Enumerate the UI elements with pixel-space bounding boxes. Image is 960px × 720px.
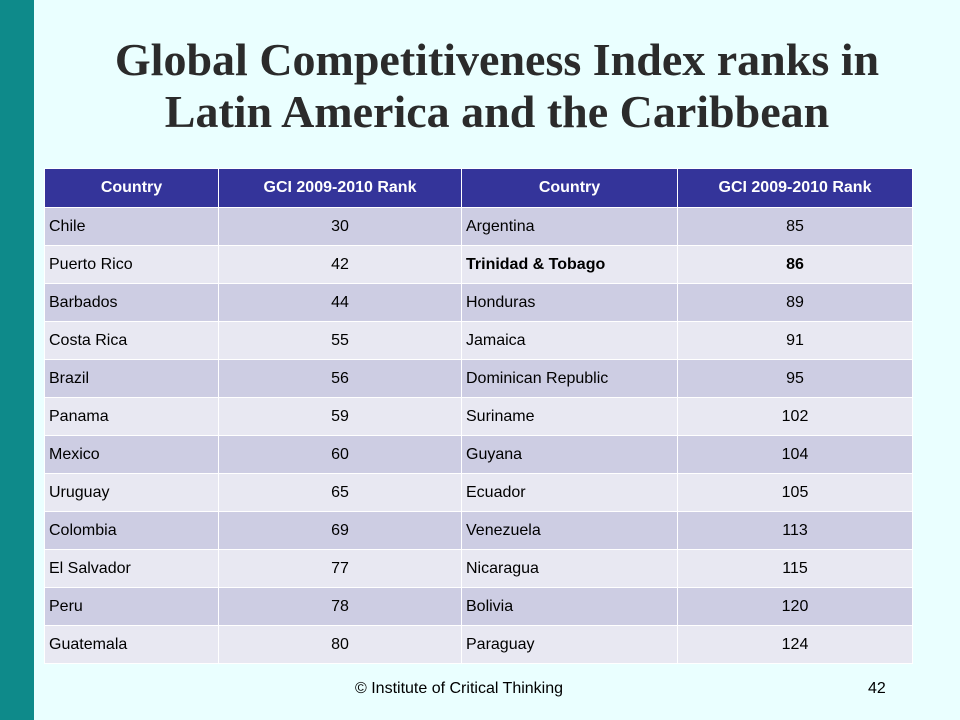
rank-cell-highlighted: 86 [677, 245, 913, 284]
rank-cell: 104 [677, 435, 913, 474]
rank-cell: 115 [677, 549, 913, 588]
country-cell: Paraguay [461, 625, 678, 664]
table-row: Mexico 60 Guyana 104 [44, 435, 913, 474]
country-cell: Honduras [461, 283, 678, 322]
rank-cell: 65 [218, 473, 462, 512]
country-cell: Suriname [461, 397, 678, 436]
country-cell: Argentina [461, 207, 678, 246]
rank-cell: 30 [218, 207, 462, 246]
rank-cell: 42 [218, 245, 462, 284]
country-cell: Guatemala [44, 625, 219, 664]
rank-cell: 56 [218, 359, 462, 398]
table-header-row: Country GCI 2009-2010 Rank Country GCI 2… [44, 168, 913, 208]
rank-cell: 105 [677, 473, 913, 512]
slide-title-line-2: Latin America and the Caribbean [164, 86, 830, 137]
table-row: Costa Rica 55 Jamaica 91 [44, 321, 913, 360]
gci-rank-table: Country GCI 2009-2010 Rank Country GCI 2… [44, 168, 913, 664]
country-cell: Nicaragua [461, 549, 678, 588]
table-row: Brazil 56 Dominican Republic 95 [44, 359, 913, 398]
header-rank-right: GCI 2009-2010 Rank [677, 168, 913, 208]
country-cell: El Salvador [44, 549, 219, 588]
rank-cell: 60 [218, 435, 462, 474]
country-cell: Puerto Rico [44, 245, 219, 284]
rank-cell: 77 [218, 549, 462, 588]
table-row: Colombia 69 Venezuela 113 [44, 511, 913, 550]
left-accent-bar [0, 0, 34, 720]
table-row: Barbados 44 Honduras 89 [44, 283, 913, 322]
footer-copyright: © Institute of Critical Thinking [355, 680, 564, 697]
country-cell: Colombia [44, 511, 219, 550]
country-cell: Jamaica [461, 321, 678, 360]
country-cell: Mexico [44, 435, 219, 474]
slide-title: Global Competitiveness Index ranks in La… [34, 34, 960, 138]
header-rank-left: GCI 2009-2010 Rank [218, 168, 462, 208]
table-row: Peru 78 Bolivia 120 [44, 587, 913, 626]
table-row: El Salvador 77 Nicaragua 115 [44, 549, 913, 588]
rank-cell: 69 [218, 511, 462, 550]
slide-title-line-1: Global Competitiveness Index ranks in [114, 34, 880, 85]
rank-cell: 124 [677, 625, 913, 664]
country-cell: Barbados [44, 283, 219, 322]
header-country-right: Country [461, 168, 678, 208]
rank-cell: 85 [677, 207, 913, 246]
rank-cell: 102 [677, 397, 913, 436]
page-number: 42 [868, 680, 886, 697]
country-cell: Chile [44, 207, 219, 246]
table-row: Panama 59 Suriname 102 [44, 397, 913, 436]
country-cell: Peru [44, 587, 219, 626]
rank-cell: 80 [218, 625, 462, 664]
rank-cell: 95 [677, 359, 913, 398]
country-cell: Brazil [44, 359, 219, 398]
country-cell: Uruguay [44, 473, 219, 512]
rank-cell: 55 [218, 321, 462, 360]
country-cell: Guyana [461, 435, 678, 474]
table-row: Chile 30 Argentina 85 [44, 207, 913, 246]
table-row: Uruguay 65 Ecuador 105 [44, 473, 913, 512]
country-cell: Bolivia [461, 587, 678, 626]
rank-cell: 113 [677, 511, 913, 550]
rank-cell: 59 [218, 397, 462, 436]
country-cell: Ecuador [461, 473, 678, 512]
table-row: Guatemala 80 Paraguay 124 [44, 625, 913, 664]
country-cell: Costa Rica [44, 321, 219, 360]
table-row: Puerto Rico 42 Trinidad & Tobago 86 [44, 245, 913, 284]
country-cell: Venezuela [461, 511, 678, 550]
rank-cell: 120 [677, 587, 913, 626]
header-country-left: Country [44, 168, 219, 208]
country-cell: Panama [44, 397, 219, 436]
country-cell: Dominican Republic [461, 359, 678, 398]
country-cell-highlighted: Trinidad & Tobago [461, 245, 678, 284]
rank-cell: 89 [677, 283, 913, 322]
rank-cell: 91 [677, 321, 913, 360]
rank-cell: 44 [218, 283, 462, 322]
rank-cell: 78 [218, 587, 462, 626]
